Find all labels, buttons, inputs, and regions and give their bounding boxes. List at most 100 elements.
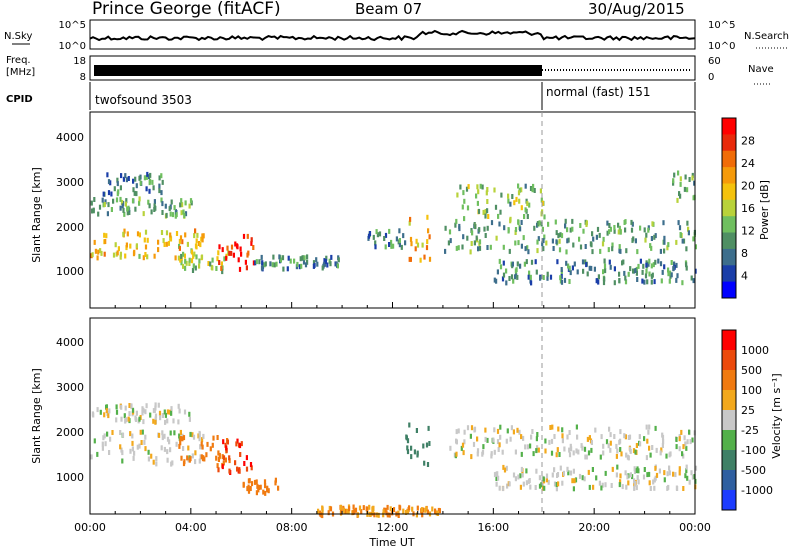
vel-cells-cell xyxy=(629,448,632,454)
vel-cells-cell xyxy=(501,449,504,455)
power-cells-cell xyxy=(581,259,585,265)
power-cells-cell xyxy=(474,224,477,230)
power-cells-cell xyxy=(579,244,583,250)
vel-cells-cell xyxy=(519,473,522,479)
power-cells-cell xyxy=(193,251,196,257)
vel-cells-cell xyxy=(530,434,533,440)
vel-colorbar-frame xyxy=(721,329,737,511)
vel-cells-cell xyxy=(169,430,172,436)
vel-cells-cell xyxy=(187,445,190,451)
power-cells-cell xyxy=(122,176,125,182)
vel-cells-cell xyxy=(202,433,205,439)
power-cells-cell xyxy=(555,230,558,236)
vel-cells-cell xyxy=(639,441,642,447)
vel-cells-cell xyxy=(182,435,186,441)
vel-cells-cell xyxy=(621,484,624,490)
vel-cells-cell xyxy=(600,434,603,440)
power-cells-cell xyxy=(110,191,113,197)
power-cells-cell xyxy=(242,233,246,239)
power-cells-cell xyxy=(510,274,514,280)
vel-colorbar-segment xyxy=(722,450,736,471)
vel-cells-cell xyxy=(150,453,153,459)
vel-cells-cell xyxy=(466,425,470,431)
power-cells-cell xyxy=(519,226,522,232)
xtick-1200: 12:00 xyxy=(377,521,409,534)
vel-cells-cell xyxy=(666,471,669,477)
power-cells-cell xyxy=(539,188,542,194)
power-cells-cell xyxy=(694,244,697,250)
power-cells-cell xyxy=(611,242,614,248)
vel-cells-cell xyxy=(686,475,689,481)
vel-cells-cell xyxy=(101,445,104,451)
vel-cells-cell xyxy=(416,505,419,511)
power-cells-cell xyxy=(119,185,122,191)
power-cells-cell xyxy=(486,245,489,250)
vel-cells-cell xyxy=(428,441,431,446)
power-cells-cell xyxy=(271,262,274,268)
vel-colorbar-segment xyxy=(722,350,736,371)
vel-cells-cell xyxy=(528,478,531,483)
power-cells-cell xyxy=(428,256,432,262)
power-cells-cell xyxy=(543,234,546,240)
vel-cells-cell xyxy=(690,470,693,476)
power-cells-cell xyxy=(679,176,682,182)
power-cells-cell xyxy=(230,250,233,256)
power-cells-cell xyxy=(586,271,589,277)
power-cells-cell xyxy=(516,274,519,280)
power-cells-cell xyxy=(180,198,183,204)
power-cells-cell xyxy=(522,235,525,241)
power-cells-cell xyxy=(685,265,688,271)
vel-cells-cell xyxy=(120,404,123,410)
vel-cells-cell xyxy=(431,506,434,512)
vel-cells-cell xyxy=(388,512,391,518)
power-cells-cell xyxy=(303,255,306,261)
power-cells-cell xyxy=(624,279,628,285)
power-cells-cell xyxy=(520,220,523,225)
power-cells-cell xyxy=(125,198,128,204)
power-cells-cell xyxy=(694,268,697,274)
power-cells-cell xyxy=(237,257,240,263)
power-cells-cell xyxy=(126,206,129,212)
power-cells-cell xyxy=(147,174,150,180)
power-cells-cell xyxy=(603,258,606,264)
power-cells-cell xyxy=(201,237,204,243)
power-cells-cell xyxy=(160,197,163,203)
vel-cells-cell xyxy=(242,482,245,488)
vel-cells-cell xyxy=(144,409,147,415)
power-cells-cell xyxy=(502,272,506,278)
power-cells-cell xyxy=(194,228,197,234)
power-cells-cell xyxy=(189,198,193,204)
power-cells-cell xyxy=(608,229,611,235)
vel-cells-cell xyxy=(161,435,164,441)
vel-cells-cell xyxy=(532,451,535,457)
power-cells-cell xyxy=(679,193,682,199)
power-cells-cell xyxy=(637,263,640,269)
power-cells-cell xyxy=(545,240,548,246)
vel-cells-cell xyxy=(455,439,458,445)
vel-cells-cell xyxy=(342,507,345,513)
vel-cells-cell xyxy=(188,416,191,422)
vel-cells-cell xyxy=(541,482,544,488)
power-cells-cell xyxy=(559,232,562,238)
power-cells-cell xyxy=(145,186,148,192)
vel-cells-cell xyxy=(404,510,408,515)
power-cells-cell xyxy=(103,232,106,238)
vel-cells-cell xyxy=(108,450,111,455)
power-cells-cell xyxy=(185,260,188,266)
nsearch-tick-high: 10^5 xyxy=(708,20,735,31)
vel-cells-cell xyxy=(568,452,572,458)
vel-cells-cell xyxy=(163,433,166,439)
power-cells-cell xyxy=(461,244,464,250)
power-cells-cell xyxy=(116,177,119,183)
vel-cells-cell xyxy=(648,480,651,486)
power-cells-cell xyxy=(300,263,303,269)
power-cells-cell xyxy=(598,232,601,238)
power-cells-cell xyxy=(566,238,569,244)
power-cells-cell xyxy=(324,258,327,264)
vel-cells-cell xyxy=(426,462,430,467)
power-cells-cell xyxy=(138,253,141,259)
power-cells-cell xyxy=(571,218,574,224)
vel-cells-cell xyxy=(550,438,554,444)
power-cells-cell xyxy=(175,231,179,236)
